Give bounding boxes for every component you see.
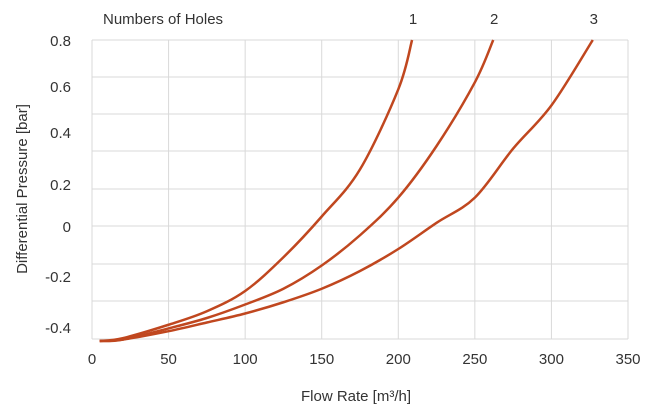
series-labels: 1 2 3 [409,11,598,28]
legend-title: Numbers of Holes [103,11,223,28]
y-axis-label: Differential Pressure [bar] [14,104,31,274]
series-line-1 [99,39,414,343]
series-line-3 [99,39,594,343]
x-tick-label: 350 [615,351,640,368]
series-label-1: 1 [409,11,417,28]
y-tick-label: 0.4 [50,125,71,142]
y-tick-label: -0.4 [45,320,71,337]
series-label-3: 3 [590,11,598,28]
tick-labels: 0 50 100 150 200 250 300 350 -0.4 -0.2 0 0.2 0.4 0.6 0… [45,33,640,368]
y-tick-label: 0 [63,219,71,236]
x-tick-label: 300 [539,351,564,368]
grid [91,39,629,340]
x-tick-label: 100 [233,351,258,368]
y-tick-label: 0.8 [50,33,71,50]
x-tick-label: 250 [462,351,487,368]
x-tick-label: 150 [309,351,334,368]
y-tick-label: 0.6 [50,79,71,96]
x-tick-label: 50 [160,351,177,368]
x-tick-label: 200 [386,351,411,368]
y-tick-label: 0.2 [50,177,71,194]
x-tick-label: 0 [88,351,96,368]
series-label-2: 2 [490,11,498,28]
x-axis-label: Flow Rate [m³/h] [301,388,411,405]
series-line-2 [99,39,495,343]
y-tick-label: -0.2 [45,269,71,286]
series-lines [99,39,594,343]
